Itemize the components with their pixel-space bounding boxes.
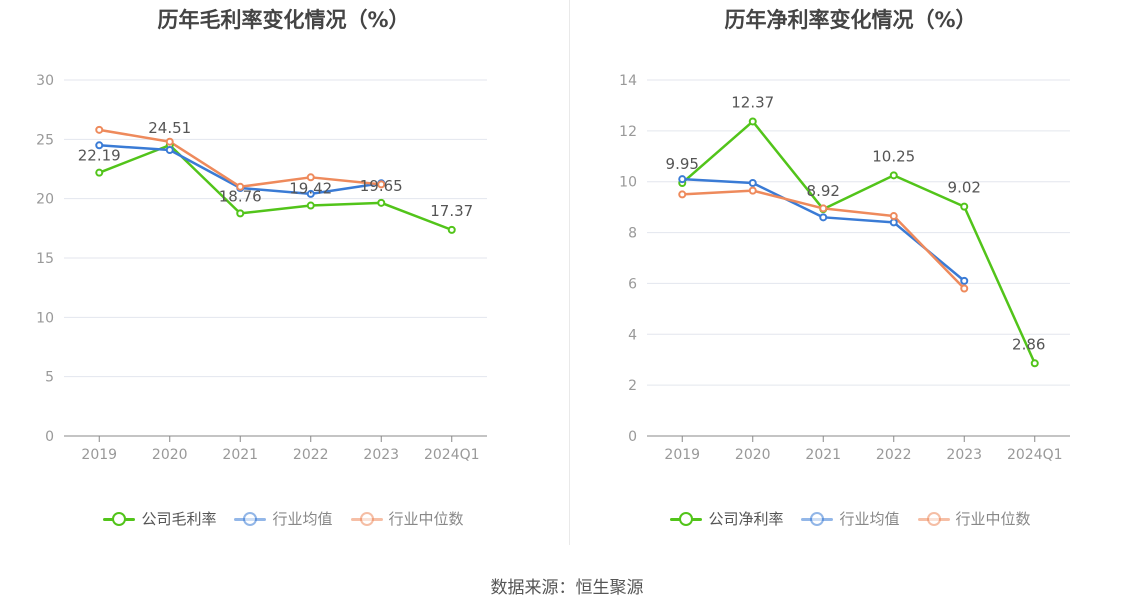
y-tick-label: 8 [628,226,637,242]
data-point[interactable] [889,218,898,227]
data-point[interactable] [678,175,687,184]
legend-label: 行业中位数 [388,510,464,528]
legend-label: 公司净利率 [708,510,784,528]
legend: 公司净利率 行业均值 行业中位数 [567,508,1134,529]
legend-label: 行业均值 [272,510,333,528]
legend-item-industry-mean[interactable]: 行业均值 [234,508,333,529]
y-tick-label: 0 [628,429,637,445]
legend-item-industry-median[interactable]: 行业中位数 [350,508,464,529]
legend-line-marker-icon [350,511,383,526]
y-tick-label: 10 [619,175,637,191]
x-tick-label: 2024Q1 [424,447,480,463]
data-point[interactable] [819,204,828,213]
data-point[interactable] [1030,359,1039,368]
data-point[interactable] [236,209,245,218]
y-tick-label: 4 [628,327,637,343]
data-source-note: 数据来源：恒生聚源 [490,578,644,598]
x-tick-label: 2023 [946,447,982,463]
data-point[interactable] [377,198,386,207]
y-tick-label: 12 [619,124,637,140]
x-tick-label: 2019 [81,447,117,463]
x-tick-label: 2023 [363,447,399,463]
data-point[interactable] [678,190,687,199]
y-tick-label: 30 [36,73,54,89]
y-tick-label: 6 [628,276,637,292]
data-label: 17.37 [430,202,473,220]
data-label: 18.76 [219,187,262,205]
legend-label: 行业均值 [839,510,900,528]
legend-label: 行业中位数 [955,510,1031,528]
y-tick-label: 2 [628,378,637,394]
data-label: 9.02 [948,179,981,197]
data-label: 10.25 [872,147,915,165]
data-label: 9.95 [666,155,699,173]
series-line [681,120,1036,364]
x-tick-label: 2020 [152,447,188,463]
data-label: 8.92 [807,182,840,200]
data-point[interactable] [960,276,969,285]
data-label: 12.37 [731,93,774,111]
legend-item-company[interactable]: 公司净利率 [670,508,783,529]
data-point[interactable] [95,141,104,150]
data-point[interactable] [748,178,757,187]
gross-margin-plot: 0 5 10 15 20 25 30 2019 2020 2021 2022 2023 2024Q1 22… [36,73,487,463]
data-point[interactable] [960,202,969,211]
legend-line-marker-icon [103,511,136,526]
x-tick-label: 2024Q1 [1007,447,1063,463]
panel-divider [569,0,570,545]
data-point[interactable] [306,189,315,198]
data-point[interactable] [748,186,757,195]
data-label: 19.42 [289,180,332,198]
y-tick-label: 5 [45,370,54,386]
gross-margin-chart: 历年毛利率变化情况（%） 0 5 10 15 20 25 30 2019 2020 2021 202… [0,0,567,545]
net-margin-chart: 历年净利率变化情况（%） 0 2 4 6 8 10 12 14 2019 2020 2021 2022… [567,0,1134,545]
y-tick-label: 10 [36,310,54,326]
x-tick-label: 2022 [293,447,329,463]
net-margin-plot: 0 2 4 6 8 10 12 14 2019 2020 2021 2022 2023 2024Q1 9.9… [619,73,1070,463]
data-point[interactable] [960,284,969,293]
chart-title: 历年净利率变化情况（%） [724,8,977,32]
legend-line-marker-icon [801,511,834,526]
data-point[interactable] [819,213,828,222]
legend-item-industry-median[interactable]: 行业中位数 [917,508,1031,529]
y-tick-label: 15 [36,251,54,267]
x-tick-label: 2022 [876,447,912,463]
data-point[interactable] [306,173,315,182]
legend-item-company[interactable]: 公司毛利率 [103,508,216,529]
legend-label: 公司毛利率 [141,510,217,528]
data-point[interactable] [748,117,757,126]
chart-title: 历年毛利率变化情况（%） [157,8,410,32]
data-label: 2.86 [1012,335,1045,353]
y-tick-label: 14 [619,73,637,89]
legend-item-industry-mean[interactable]: 行业均值 [801,508,900,529]
data-point[interactable] [236,182,245,191]
data-point[interactable] [95,168,104,177]
y-tick-label: 20 [36,192,54,208]
data-point[interactable] [889,212,898,221]
data-label: 24.51 [148,119,191,137]
data-label: 22.19 [78,147,121,165]
data-point[interactable] [889,171,898,180]
data-point[interactable] [95,125,104,134]
data-point[interactable] [447,225,456,234]
series-line [99,128,382,189]
legend: 公司毛利率 行业均值 行业中位数 [0,508,567,529]
x-tick-label: 2021 [222,447,258,463]
x-tick-label: 2021 [805,447,841,463]
data-point[interactable] [377,180,386,189]
x-tick-label: 2020 [735,447,771,463]
data-point[interactable] [165,146,174,155]
y-tick-label: 25 [36,132,54,148]
legend-line-marker-icon [917,511,950,526]
legend-line-marker-icon [670,511,703,526]
legend-line-marker-icon [234,511,267,526]
x-tick-label: 2019 [664,447,700,463]
data-point[interactable] [165,137,174,146]
data-label: 19.65 [360,177,403,195]
y-tick-label: 0 [45,429,54,445]
data-point[interactable] [306,201,315,210]
